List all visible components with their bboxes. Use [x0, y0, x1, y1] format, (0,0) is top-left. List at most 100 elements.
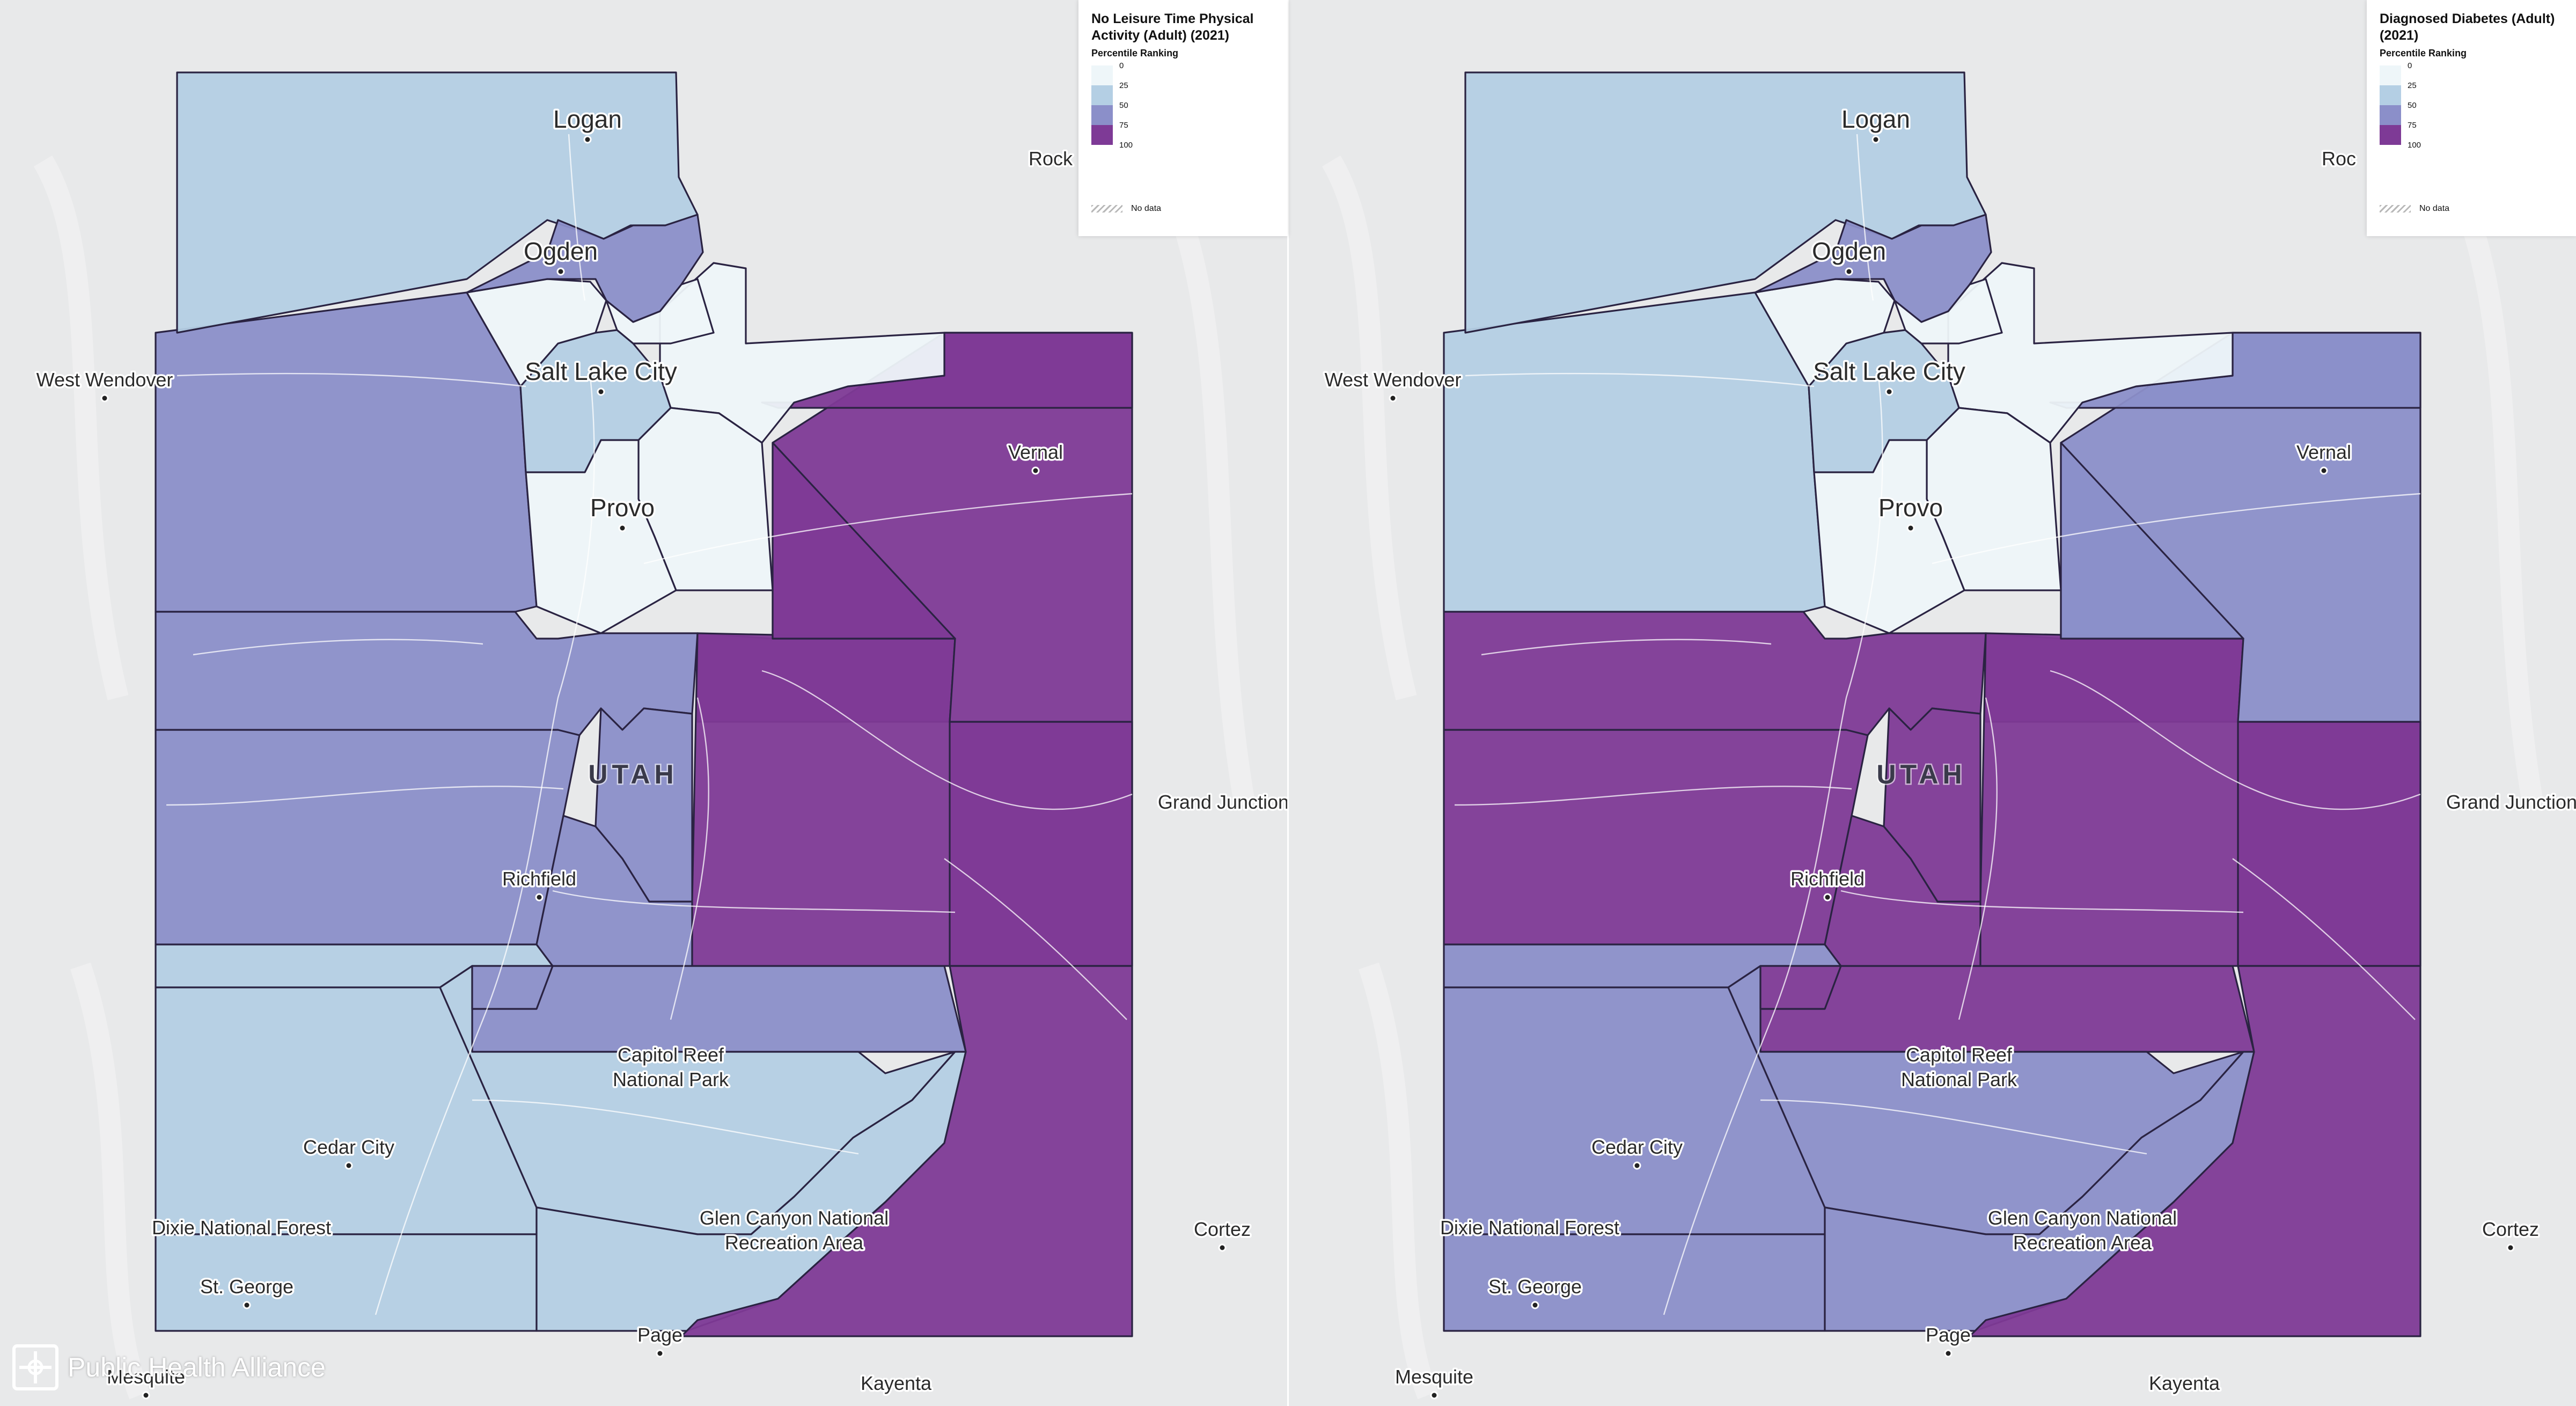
legend-color-scale: 0 25 50 75 100: [2380, 62, 2563, 159]
legend-color-scale: 0 25 50 75 100: [1091, 61, 1275, 159]
legend-tick-label: 25: [2408, 81, 2417, 90]
legend-subtitle: Percentile Ranking: [1091, 48, 1179, 58]
place-label: Cedar City: [303, 1136, 394, 1158]
logo-text: Public Health Alliance: [68, 1352, 326, 1382]
no-data-label: No data: [1131, 204, 1162, 213]
place-label: Dixie National Forest: [1440, 1217, 1619, 1239]
road-line: [472, 1099, 859, 1155]
road-line: [761, 670, 1133, 810]
alliance-logo-icon: [12, 1344, 58, 1390]
legend-title: No Leisure Time Physical Activity (Adult…: [1091, 11, 1254, 43]
county-san-juan[interactable]: [1969, 965, 2421, 1337]
place-label: Salt Lake City: [525, 357, 677, 385]
legend-tick-label: 25: [1119, 81, 1128, 90]
county-piute[interactable]: [471, 965, 554, 1010]
place-label: Salt Lake City: [1813, 357, 1965, 385]
road-line: [1481, 639, 1772, 656]
city-dot: [1885, 387, 1894, 396]
place-label: Richfield: [1790, 868, 1865, 890]
legend-swatch: [1091, 85, 1113, 105]
road-line: [1760, 1099, 2147, 1155]
road-line: [552, 890, 956, 913]
place-label: West Wendover: [1325, 369, 1462, 391]
city-dot: [1633, 1161, 1641, 1170]
place-label: Capitol Reef National Park: [613, 1044, 729, 1090]
road-line: [166, 786, 564, 806]
place-label: Glen Canyon National Recreation Area: [700, 1207, 889, 1254]
legend-left: No Leisure Time Physical Activity (Adult…: [1078, 0, 1288, 236]
road-line: [2232, 858, 2416, 1020]
legend-tick-label: 0: [1119, 61, 1124, 70]
place-label: Mesquite: [1395, 1366, 1473, 1388]
road-line: [643, 493, 1133, 565]
legend-no-data: No data: [2380, 204, 2449, 214]
county-millard[interactable]: [155, 729, 581, 946]
place-label: Page: [637, 1324, 682, 1346]
place-label: St. George: [1488, 1276, 1582, 1298]
city-dot: [535, 893, 544, 902]
road-line: [1856, 134, 1874, 301]
county-grand[interactable]: [2237, 721, 2421, 967]
legend-tick-label: 75: [1119, 121, 1128, 130]
city-dot: [1531, 1301, 1539, 1309]
county-weber[interactable]: [1754, 214, 1992, 323]
road-line: [1932, 493, 2421, 565]
county-millard[interactable]: [1443, 729, 1869, 946]
county-duchesne[interactable]: [2060, 442, 2244, 640]
legend-swatch: [1091, 105, 1113, 125]
place-label: Dixie National Forest: [152, 1217, 331, 1239]
panel-divider: [1287, 0, 1289, 1406]
legend-subtitle: Percentile Ranking: [2380, 48, 2467, 58]
city-dot: [1823, 893, 1832, 902]
county-san-juan[interactable]: [680, 965, 1133, 1337]
legend-tick-label: 50: [1119, 101, 1128, 110]
city-dot: [1430, 1391, 1439, 1400]
place-label: Cortez: [2482, 1218, 2539, 1240]
city-dot: [1845, 267, 1853, 276]
state-label: UTAH: [1876, 759, 1966, 789]
city-dot: [656, 1349, 664, 1358]
county-tooele[interactable]: [155, 291, 538, 613]
place-label: Logan: [1841, 105, 1910, 133]
legend-swatch: [1091, 125, 1113, 145]
no-data-hatch-swatch: [1091, 205, 1122, 213]
city-dot: [618, 524, 627, 532]
map-panel-left[interactable]: UTAH Logan Ogden Salt Lake City Provo Vernal W…: [0, 0, 1288, 1406]
basemap-terrain: [1322, 155, 2544, 1400]
road-line: [944, 858, 1127, 1020]
legend-swatch: [2380, 85, 2401, 105]
county-duchesne[interactable]: [772, 442, 956, 640]
place-label: St. George: [200, 1276, 293, 1298]
county-cache[interactable]: [1464, 71, 1987, 334]
place-label: Provo: [590, 494, 655, 522]
alliance-logo: Public Health Alliance: [10, 1342, 326, 1393]
road-line: [568, 134, 586, 301]
city-dot: [1031, 466, 1040, 475]
place-label: Richfield: [502, 868, 576, 890]
county-weber[interactable]: [466, 214, 704, 323]
road-line: [177, 372, 526, 387]
place-label: Grand Junction: [2446, 791, 2576, 813]
place-label: Mesquite: [107, 1366, 185, 1388]
no-data-label: No data: [2419, 204, 2450, 213]
legend-tick-label: 100: [1119, 141, 1133, 150]
place-label: Cedar City: [1591, 1136, 1683, 1158]
county-grand[interactable]: [949, 721, 1133, 967]
place-label: Rock: [1029, 148, 1073, 170]
road-line: [1840, 890, 2244, 913]
county-cache[interactable]: [176, 71, 699, 334]
city-dot: [583, 135, 592, 144]
road-line: [670, 697, 709, 1020]
legend-swatch: [2380, 125, 2401, 145]
map-panel-right[interactable]: UTAH Logan Ogden Salt Lake City Provo Vernal W…: [1288, 0, 2576, 1406]
place-label: Glen Canyon National Recreation Area: [1988, 1207, 2177, 1254]
city-dot: [1218, 1243, 1227, 1252]
place-label: Kayenta: [861, 1372, 932, 1394]
city-dot: [100, 394, 109, 402]
place-label: Logan: [553, 105, 622, 133]
county-piute[interactable]: [1759, 965, 1842, 1010]
city-dot: [243, 1301, 251, 1309]
city-dot: [142, 1391, 150, 1400]
county-tooele[interactable]: [1443, 291, 1826, 613]
